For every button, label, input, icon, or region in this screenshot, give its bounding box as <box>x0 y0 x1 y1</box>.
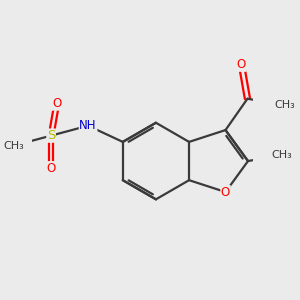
Text: O: O <box>237 58 246 71</box>
Text: O: O <box>46 162 56 175</box>
Text: NH: NH <box>79 119 97 132</box>
Text: CH₃: CH₃ <box>275 100 296 110</box>
Text: CH₃: CH₃ <box>272 150 292 160</box>
Text: O: O <box>52 97 62 110</box>
Text: S: S <box>47 129 55 142</box>
Text: CH₃: CH₃ <box>4 140 25 151</box>
Text: O: O <box>221 185 230 199</box>
